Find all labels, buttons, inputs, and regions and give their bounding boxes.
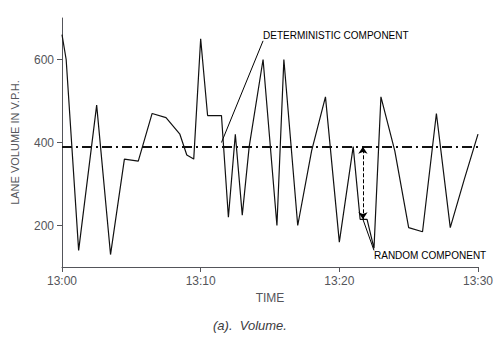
svg-text:400: 400 [34, 136, 54, 150]
svg-text:600: 600 [34, 53, 54, 67]
svg-text:13:30: 13:30 [463, 274, 493, 288]
svg-text:LANE VOLUME IN V.P.H.: LANE VOLUME IN V.P.H. [9, 80, 21, 205]
svg-text:DETERMINISTIC COMPONENT: DETERMINISTIC COMPONENT [263, 30, 409, 41]
svg-text:TIME: TIME [256, 291, 285, 305]
svg-text:200: 200 [34, 219, 54, 233]
svg-text:13:10: 13:10 [186, 274, 216, 288]
svg-text:RANDOM COMPONENT: RANDOM COMPONENT [374, 250, 486, 261]
svg-text:(a). Volume.: (a). Volume. [213, 318, 287, 333]
svg-text:13:00: 13:00 [47, 274, 77, 288]
svg-text:13:20: 13:20 [324, 274, 354, 288]
